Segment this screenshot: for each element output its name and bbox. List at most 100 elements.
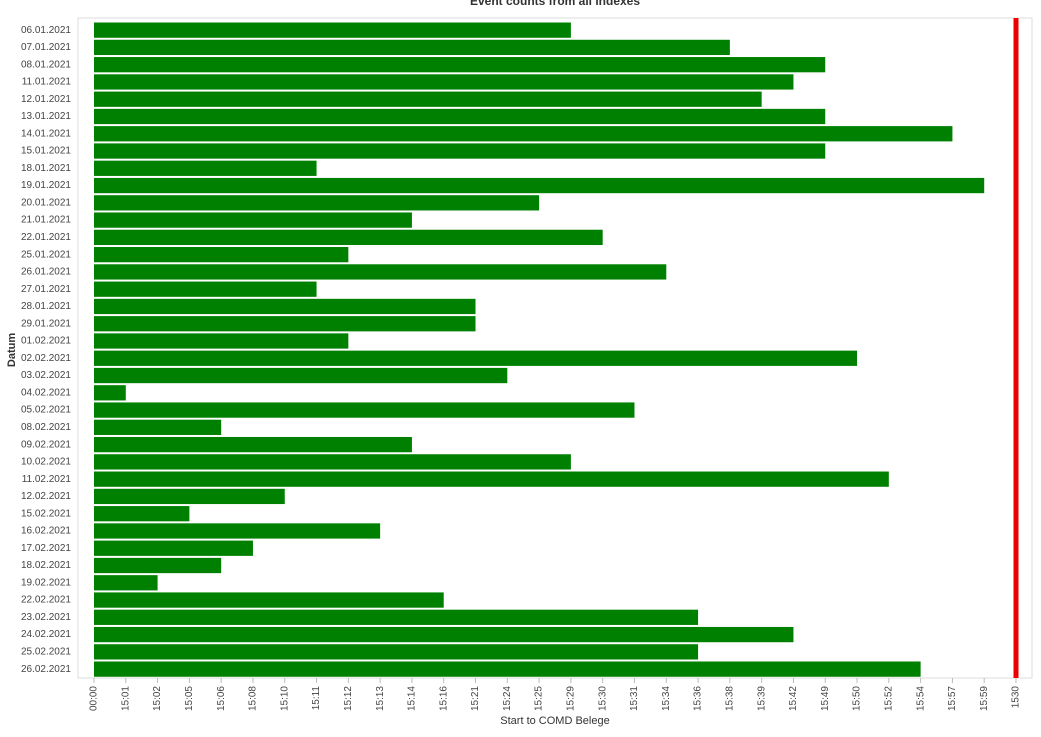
y-tick-label: 19.02.2021 [21,577,71,588]
y-tick-label: 28.01.2021 [21,301,71,312]
y-tick-label: 03.02.2021 [21,370,71,381]
x-tick-label: 15:24 [502,686,513,711]
y-tick-label: 26.02.2021 [21,664,71,675]
bar [94,264,667,280]
chart-title: Event counts from all indexes [470,0,640,8]
y-tick-label: 09.02.2021 [21,439,71,450]
bar [94,557,222,574]
bar [94,367,508,384]
bar [94,39,730,56]
bar [94,436,412,453]
y-tick-label: 11.02.2021 [22,474,72,485]
x-tick-label: 15:49 [820,686,831,711]
x-tick-label: 15:12 [343,686,354,711]
x-tick-label: 15:14 [407,686,418,711]
x-tick-label: 15:30 [597,686,608,711]
x-tick-label: 00:00 [89,686,100,711]
x-tick-label: 15:34 [661,686,672,711]
bar [94,177,985,194]
y-tick-label: 07.01.2021 [21,42,71,53]
y-tick-label: 21.01.2021 [21,215,71,226]
y-tick-label: 22.02.2021 [21,595,71,606]
x-tick-label: 15:57 [947,686,958,711]
bar [94,91,762,107]
y-tick-label: 27.01.2021 [21,284,71,295]
x-tick-label: 15:10 [279,686,290,711]
y-tick-label: 12.02.2021 [21,491,71,502]
y-tick-label: 06.01.2021 [21,25,71,36]
bar [94,126,953,142]
bar [94,402,635,418]
bar [94,160,317,176]
bar [94,247,349,263]
bar [94,316,476,332]
bar [94,488,285,505]
y-tick-label: 12.01.2021 [21,94,71,105]
x-tick-label: 15:54 [915,686,926,711]
y-tick-label: 10.02.2021 [21,457,71,468]
y-tick-label: 25.02.2021 [21,646,71,657]
x-tick-label: 15:36 [693,686,704,711]
bar [94,298,476,315]
x-tick-label: 15:39 [756,686,767,711]
bar [94,22,571,38]
x-tick-label: 15:16 [438,686,449,711]
y-tick-label: 22.01.2021 [21,232,71,243]
x-tick-label: 15:06 [216,686,227,711]
x-tick-label: 15:11 [311,686,322,711]
y-tick-label: 26.01.2021 [21,267,71,278]
bar [94,281,317,297]
bar [94,506,190,522]
y-tick-label: 23.02.2021 [21,612,71,623]
bar [94,195,540,211]
x-tick-label: 15:50 [852,686,863,711]
y-tick-label: 13.01.2021 [21,111,71,122]
bar [94,592,444,608]
y-tick-label: 11.01.2021 [22,77,72,88]
y-tick-label: 19.01.2021 [21,180,71,191]
x-tick-label: 15:02 [152,686,163,711]
bar [94,57,826,73]
bar [94,540,253,556]
y-tick-label: 05.02.2021 [21,405,71,416]
x-tick-label: 15:21 [470,686,481,711]
x-tick-label: 15:25 [534,686,545,711]
x-tick-label: 15:38 [725,686,736,711]
x-tick-label: 15:52 [883,686,894,711]
bar [94,385,126,401]
bar [94,575,158,591]
x-tick-label: 15:29 [566,686,577,711]
bar [94,644,699,660]
x-tick-label: 15:08 [248,686,259,711]
bar [94,108,826,125]
bar [94,523,381,539]
y-tick-label: 02.02.2021 [21,353,71,364]
y-axis-title: Datum [6,333,18,367]
y-tick-label: 14.01.2021 [21,128,71,139]
y-tick-label: 15.02.2021 [21,508,71,519]
y-tick-label: 17.02.2021 [21,543,71,554]
bar [94,212,412,228]
y-tick-label: 25.01.2021 [21,249,71,260]
y-tick-label: 08.01.2021 [21,59,71,70]
plot-frame [77,17,1033,679]
bar [94,143,826,159]
bar [94,626,794,643]
bar [94,609,699,625]
bar [94,229,603,246]
y-tick-label: 04.02.2021 [21,387,71,398]
bar [94,333,349,349]
y-tick-label: 18.02.2021 [21,560,71,571]
x-tick-label: 15:01 [120,686,131,711]
y-tick-label: 16.02.2021 [21,526,71,537]
x-tick-label: 1530 [1011,686,1022,709]
x-axis-title: Start to COMD Belege [500,715,609,727]
y-tick-label: 15.01.2021 [21,146,71,157]
bar [94,419,222,435]
x-tick-label: 15:42 [788,686,799,711]
x-tick-label: 15:05 [184,686,195,711]
bar [94,471,889,487]
y-tick-label: 29.01.2021 [21,318,71,329]
y-tick-label: 20.01.2021 [21,197,71,208]
